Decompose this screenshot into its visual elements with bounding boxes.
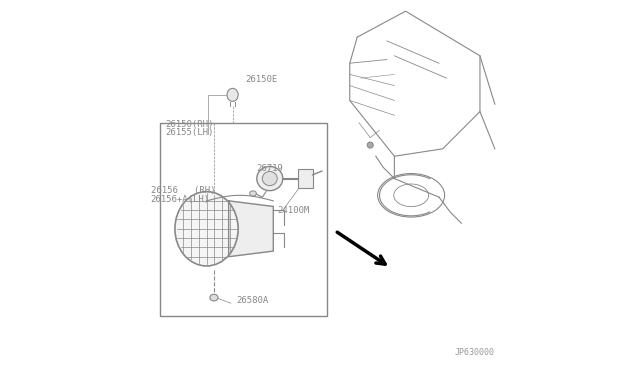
Ellipse shape	[227, 89, 238, 102]
Ellipse shape	[210, 294, 218, 301]
Text: 26156+A(LH): 26156+A(LH)	[151, 195, 210, 203]
Circle shape	[367, 142, 373, 148]
Polygon shape	[228, 201, 273, 257]
Text: JP630000: JP630000	[455, 348, 495, 357]
Bar	[298, 169, 312, 188]
Ellipse shape	[262, 171, 277, 186]
Text: 26150E: 26150E	[245, 75, 277, 84]
Text: 26155(LH): 26155(LH)	[166, 128, 214, 137]
Text: 26150(RH): 26150(RH)	[166, 120, 214, 129]
Text: 24100M: 24100M	[277, 206, 310, 215]
Bar	[160, 123, 328, 316]
Ellipse shape	[175, 192, 238, 266]
Text: 26719: 26719	[256, 164, 283, 173]
Text: 26156   (RH): 26156 (RH)	[151, 186, 215, 195]
Text: 26580A: 26580A	[236, 296, 269, 305]
Ellipse shape	[250, 191, 257, 196]
Ellipse shape	[257, 167, 283, 191]
